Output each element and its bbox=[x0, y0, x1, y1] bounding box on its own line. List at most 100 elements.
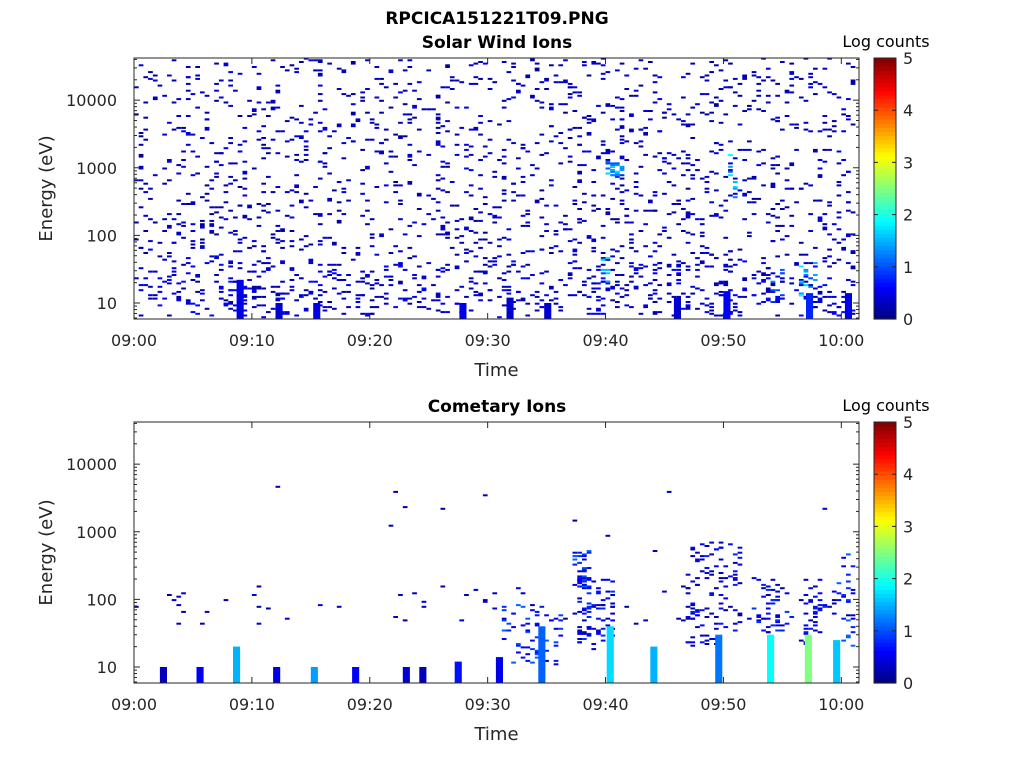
colorbar-tick-label: 0 bbox=[903, 310, 913, 329]
count-cell bbox=[836, 181, 842, 183]
count-cell bbox=[256, 203, 262, 205]
count-cell bbox=[176, 295, 182, 298]
count-cell bbox=[831, 262, 837, 265]
count-cell bbox=[742, 287, 747, 290]
count-cell bbox=[822, 309, 828, 312]
count-cell bbox=[487, 260, 493, 263]
count-cell bbox=[251, 66, 257, 68]
count-cell bbox=[591, 580, 597, 583]
count-cell bbox=[732, 583, 738, 586]
count-cell bbox=[770, 157, 776, 160]
count-cell bbox=[652, 194, 658, 197]
count-cell bbox=[402, 233, 408, 236]
count-cell bbox=[171, 270, 177, 273]
count-cell bbox=[454, 204, 460, 207]
count-cell bbox=[313, 186, 318, 188]
count-cell bbox=[582, 631, 587, 634]
colorbar-segment bbox=[874, 98, 896, 104]
count-cell bbox=[482, 282, 488, 285]
count-cell bbox=[681, 619, 686, 622]
count-cell bbox=[761, 257, 766, 260]
count-cell bbox=[228, 162, 233, 165]
count-cell bbox=[223, 304, 229, 307]
count-cell bbox=[695, 307, 700, 310]
count-cell bbox=[610, 150, 615, 153]
count-cell bbox=[666, 103, 672, 106]
count-cell bbox=[657, 245, 663, 248]
count-cell bbox=[695, 268, 700, 271]
count-cell bbox=[336, 221, 342, 224]
count-cell bbox=[615, 306, 620, 309]
count-cell bbox=[695, 583, 700, 586]
count-cell bbox=[530, 639, 535, 642]
x-axis-label: Time bbox=[473, 360, 518, 381]
count-cell bbox=[200, 238, 205, 241]
count-cell bbox=[402, 113, 408, 116]
count-cell bbox=[567, 272, 573, 275]
count-cell bbox=[643, 110, 648, 112]
count-cell bbox=[544, 270, 549, 273]
count-cell bbox=[681, 307, 686, 310]
count-cell bbox=[718, 602, 724, 605]
count-cell bbox=[214, 175, 219, 178]
count-cell bbox=[176, 297, 182, 300]
count-cell bbox=[303, 235, 309, 238]
count-cell bbox=[747, 108, 752, 111]
x-tick-label: 09:00 bbox=[111, 331, 157, 350]
count-cell bbox=[530, 174, 535, 177]
colorbar-segment bbox=[874, 589, 896, 594]
count-cell bbox=[534, 199, 540, 202]
count-cell bbox=[798, 253, 804, 256]
count-cell bbox=[794, 289, 799, 292]
count-cell bbox=[218, 206, 224, 209]
count-cell bbox=[317, 223, 323, 226]
count-cell bbox=[841, 130, 846, 133]
count-cell bbox=[511, 199, 516, 202]
count-cell bbox=[487, 299, 493, 302]
count-cell bbox=[803, 627, 809, 630]
count-cell bbox=[770, 599, 776, 602]
count-cell bbox=[827, 57, 832, 60]
count-cell bbox=[808, 619, 813, 622]
count-cell bbox=[407, 118, 413, 121]
count-cell bbox=[624, 214, 630, 217]
count-cell bbox=[317, 69, 323, 72]
count-cell bbox=[445, 66, 450, 68]
count-cell bbox=[336, 292, 342, 295]
count-cell bbox=[657, 98, 663, 101]
count-cell bbox=[714, 172, 719, 175]
count-cell bbox=[214, 89, 219, 92]
count-cell bbox=[836, 314, 842, 317]
count-cell bbox=[780, 238, 785, 241]
count-cell bbox=[435, 121, 441, 124]
count-cell bbox=[808, 86, 813, 89]
count-cell bbox=[619, 191, 625, 194]
count-cell bbox=[421, 605, 427, 608]
count-cell bbox=[831, 312, 837, 315]
count-cell bbox=[699, 558, 705, 561]
count-cell bbox=[704, 607, 710, 610]
count-cell bbox=[567, 128, 573, 131]
count-column bbox=[275, 303, 283, 319]
count-cell bbox=[846, 118, 851, 121]
count-cell bbox=[596, 592, 601, 595]
count-cell bbox=[327, 135, 332, 138]
count-cell bbox=[723, 265, 729, 268]
count-cell bbox=[770, 186, 776, 188]
count-cell bbox=[181, 263, 186, 266]
count-cell bbox=[492, 607, 498, 610]
colorbar-segment bbox=[874, 511, 896, 517]
count-cell bbox=[214, 280, 219, 283]
count-cell bbox=[600, 194, 606, 197]
count-cell bbox=[167, 594, 172, 596]
count-cell bbox=[237, 250, 243, 253]
colorbar-segment bbox=[874, 487, 896, 492]
count-cell bbox=[577, 172, 582, 175]
count-cell bbox=[435, 233, 441, 236]
count-cell bbox=[435, 295, 441, 298]
count-cell bbox=[582, 192, 587, 195]
count-cell bbox=[685, 241, 691, 244]
count-cell bbox=[374, 77, 380, 80]
count-cell bbox=[751, 577, 757, 580]
count-cell bbox=[497, 216, 502, 219]
